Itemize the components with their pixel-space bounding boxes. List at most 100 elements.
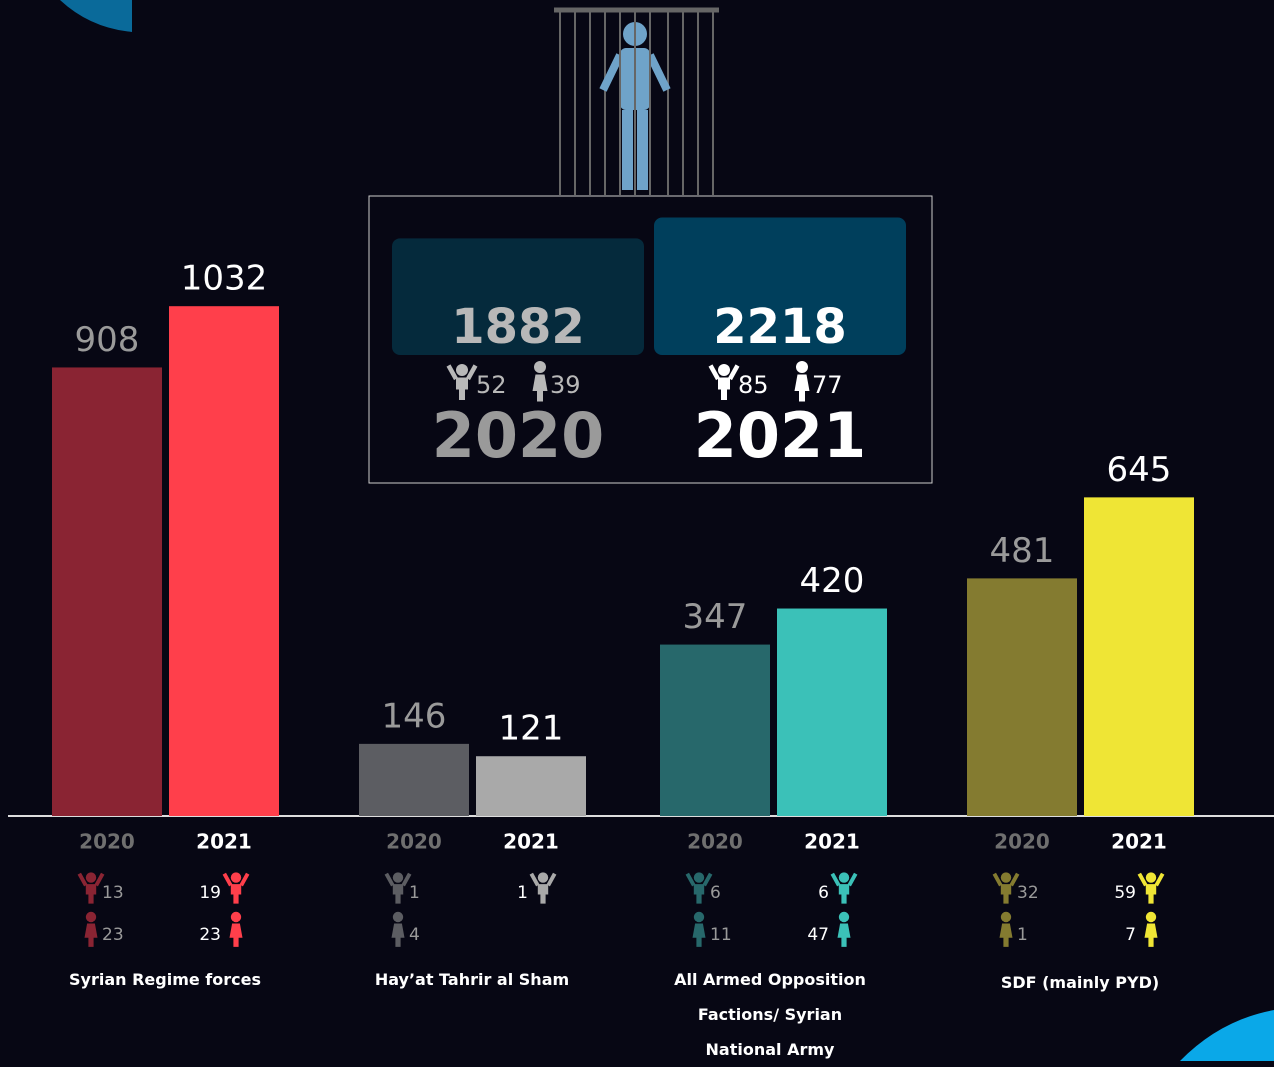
totals-box (368, 195, 933, 484)
arms (992, 872, 1020, 887)
bar (777, 608, 887, 816)
body (1145, 884, 1157, 904)
child-icon (992, 872, 1020, 904)
head (537, 872, 549, 883)
body (838, 884, 850, 904)
value-label: 420 (800, 561, 865, 601)
body (392, 884, 404, 904)
women-count: 23 (102, 925, 124, 945)
bar (359, 743, 469, 816)
head (456, 364, 468, 376)
category-label: All Armed Opposition Factions/ Syrian Na… (674, 970, 866, 1059)
category-label: SDF (mainly PYD) (1000, 973, 1160, 992)
bar (967, 578, 1077, 816)
body (1144, 923, 1158, 947)
year-label: 2021 (804, 830, 860, 854)
head (693, 911, 705, 923)
bar (52, 367, 162, 816)
children-count: 1 (409, 883, 420, 903)
body (718, 377, 730, 400)
woman-icon (837, 911, 851, 947)
total-women: 39 (550, 371, 581, 399)
value-label: 645 (1107, 450, 1172, 490)
value-label: 121 (499, 709, 564, 749)
body (84, 923, 98, 947)
body (794, 374, 810, 402)
children-count: 6 (818, 883, 829, 903)
value-label: 908 (75, 320, 140, 360)
body (391, 923, 405, 947)
body (229, 923, 243, 947)
total-year: 2021 (694, 399, 867, 472)
head (796, 361, 808, 373)
year-label: 2021 (1111, 830, 1167, 854)
cage-illustration (554, 7, 719, 195)
women-count: 7 (1125, 925, 1136, 945)
arms (529, 872, 557, 887)
head (230, 911, 242, 923)
total-year: 2020 (432, 399, 605, 472)
arms (222, 872, 250, 887)
children-count: 13 (102, 883, 124, 903)
child-icon (830, 872, 858, 904)
child-icon (529, 872, 557, 904)
value-label: 481 (990, 531, 1055, 571)
total-bar (654, 217, 906, 355)
arms (685, 872, 713, 887)
head (392, 911, 404, 923)
total-value: 1882 (451, 299, 585, 355)
woman-icon (532, 361, 548, 402)
woman-icon (84, 911, 98, 947)
decoration (1180, 1010, 1274, 1061)
child-icon (222, 872, 250, 904)
head (1145, 911, 1157, 923)
bar (1084, 497, 1194, 816)
body (456, 377, 468, 400)
body (999, 923, 1013, 947)
year-label: 2020 (687, 830, 743, 854)
body (532, 374, 548, 402)
head (1145, 872, 1157, 883)
children-count: 1 (517, 883, 528, 903)
year-label: 2020 (386, 830, 442, 854)
woman-icon (391, 911, 405, 947)
head (85, 872, 97, 883)
woman-icon (1144, 911, 1158, 947)
value-label: 146 (382, 696, 447, 736)
year-label: 2020 (79, 830, 135, 854)
head (534, 361, 546, 373)
bar (660, 644, 770, 816)
value-label: 1032 (181, 259, 268, 299)
head (718, 364, 730, 376)
body (537, 884, 549, 904)
head (392, 872, 404, 883)
head (1000, 872, 1012, 883)
arms (77, 872, 105, 887)
body (693, 884, 705, 904)
children-count: 6 (710, 883, 721, 903)
year-label: 2021 (196, 830, 252, 854)
women-count: 11 (710, 925, 732, 945)
woman-icon (692, 911, 706, 947)
arms (1137, 872, 1165, 887)
head (838, 872, 850, 883)
total-children: 52 (476, 371, 507, 399)
total-children: 85 (738, 371, 769, 399)
child-icon (446, 364, 478, 400)
decoration (60, 0, 132, 32)
head (1000, 911, 1012, 923)
child-icon (685, 872, 713, 904)
bar (476, 756, 586, 816)
body (1000, 884, 1012, 904)
head (85, 911, 97, 923)
women-count: 4 (409, 925, 420, 945)
value-label: 347 (683, 597, 748, 637)
category-label: Hay’at Tahrir al Sham (374, 970, 570, 989)
women-count: 23 (199, 925, 221, 945)
child-icon (1137, 872, 1165, 904)
woman-icon (229, 911, 243, 947)
child-icon (77, 872, 105, 904)
category-label: Syrian Regime forces (69, 970, 261, 989)
